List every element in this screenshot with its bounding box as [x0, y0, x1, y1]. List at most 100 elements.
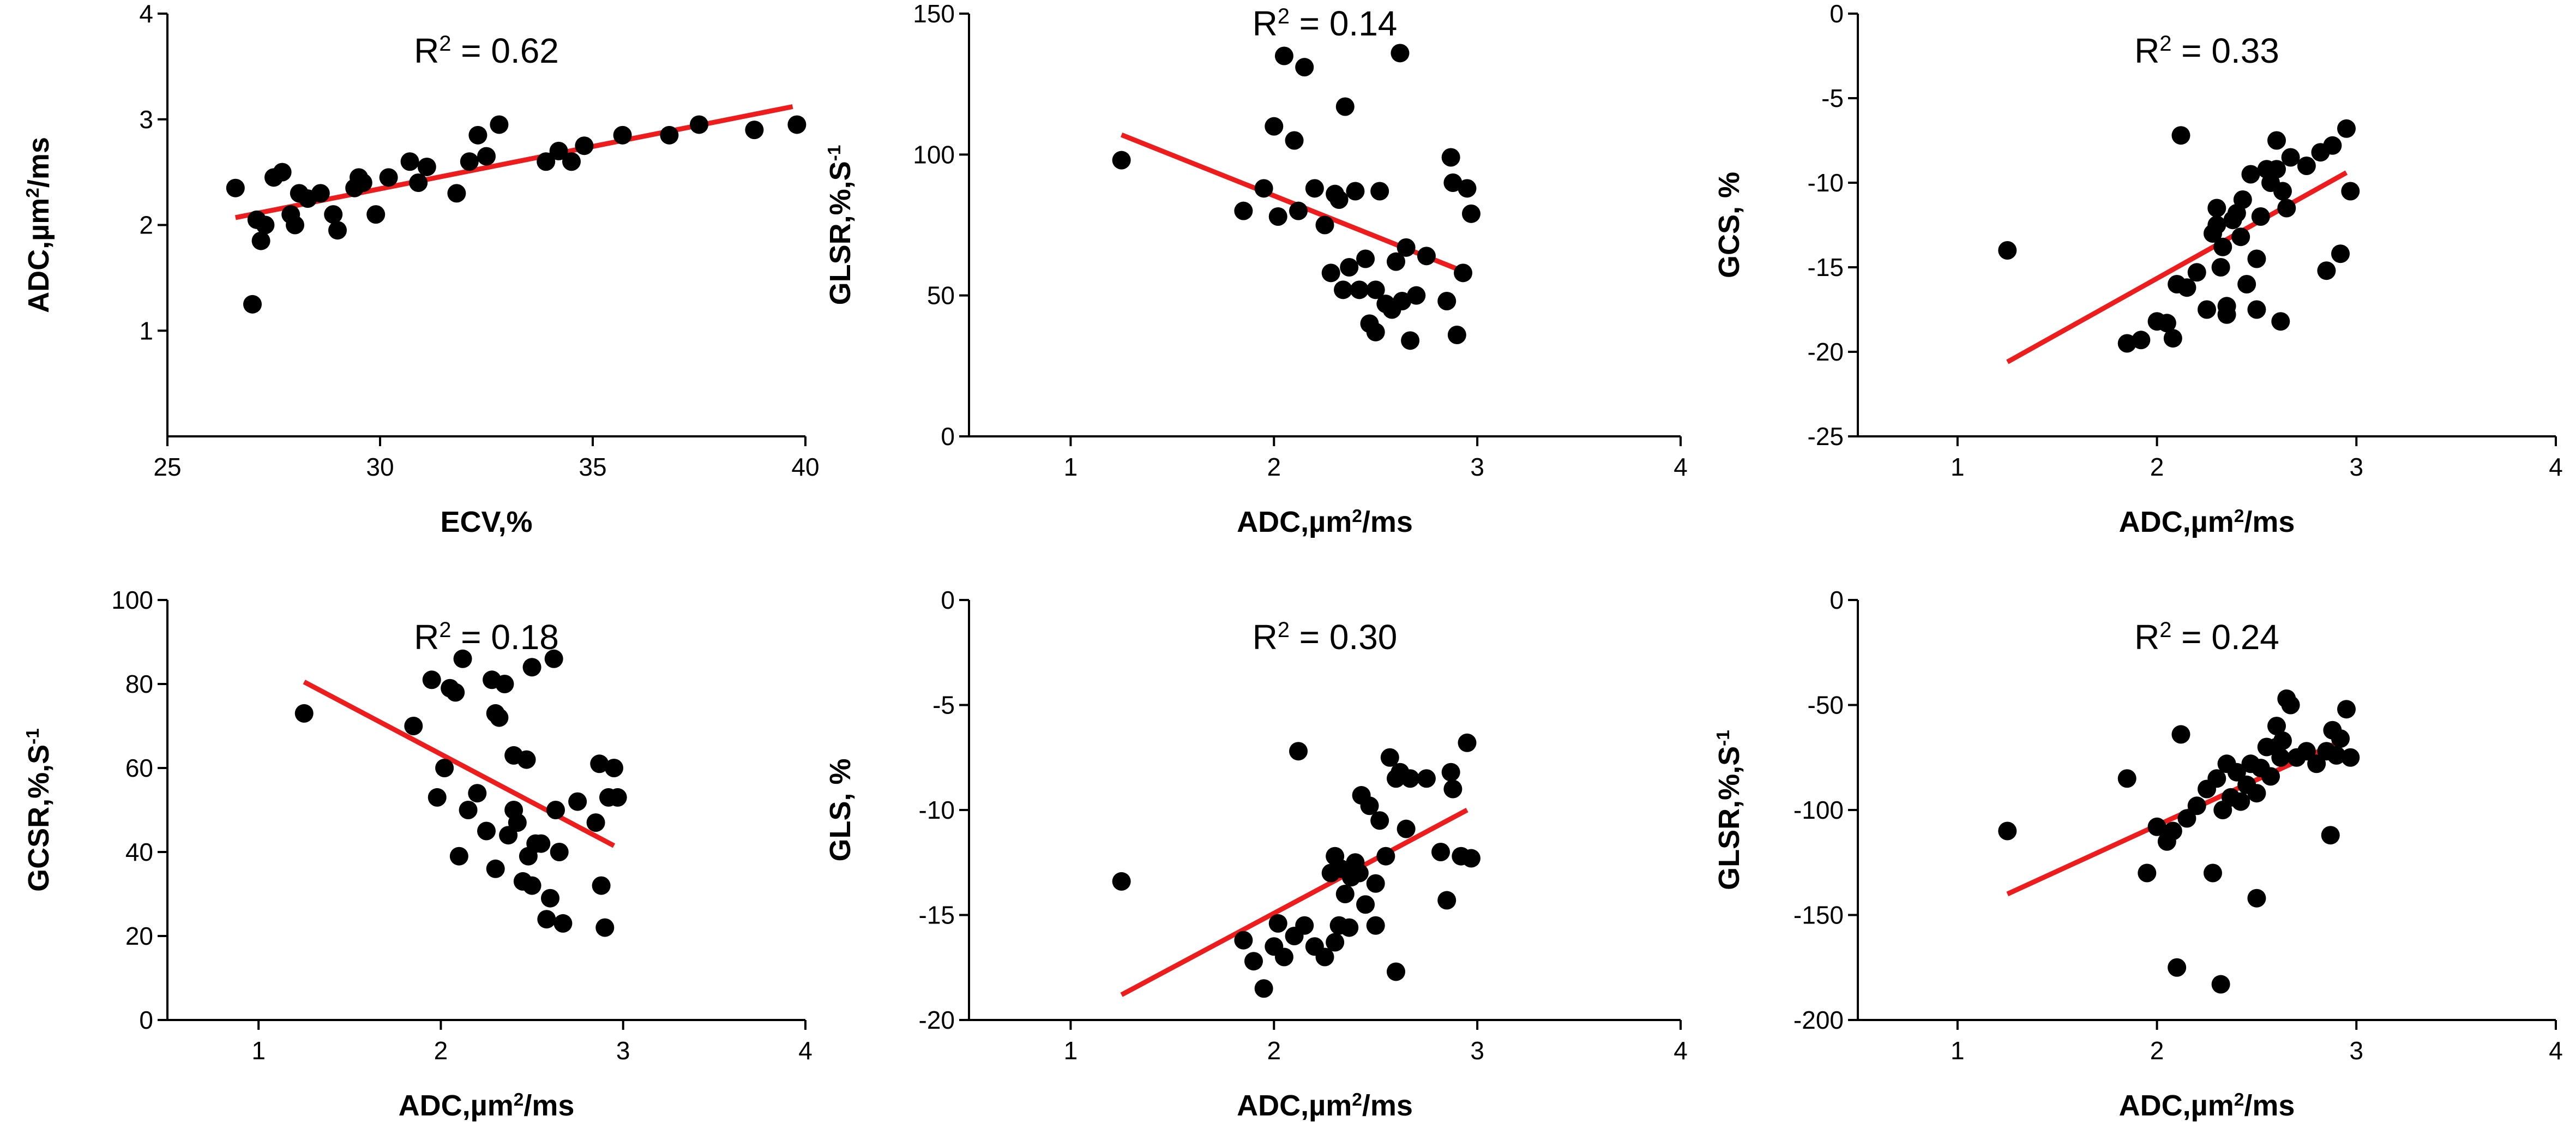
x-tick-label: 2 [1267, 1036, 1281, 1065]
x-tick-label: 1 [251, 1036, 266, 1065]
data-point [787, 115, 806, 134]
data-point [2168, 958, 2187, 977]
data-point [1315, 947, 1334, 967]
data-point [549, 141, 568, 160]
y-tick-label: -15 [1808, 253, 1844, 281]
data-point [586, 813, 605, 832]
x-tick-label: 4 [798, 1036, 812, 1065]
data-point [1366, 874, 1385, 893]
data-point [226, 178, 245, 197]
x-tick-label: 40 [791, 453, 819, 481]
data-point [2117, 334, 2136, 353]
data-point [256, 215, 275, 235]
data-point [595, 918, 615, 937]
x-axis-title: ADC,µm2/ms [399, 1089, 575, 1122]
data-point [1112, 151, 1131, 170]
data-point [1407, 286, 1426, 305]
data-point [447, 184, 466, 203]
data-point [2217, 305, 2236, 324]
data-point [568, 792, 587, 811]
data-point [1366, 280, 1385, 299]
data-point [1443, 173, 1462, 192]
data-point [2211, 258, 2230, 277]
x-tick-label: 2 [2150, 1036, 2164, 1065]
data-point [2207, 199, 2226, 218]
data-point [422, 670, 441, 689]
data-point [353, 173, 372, 192]
y-tick-label: 20 [125, 922, 153, 950]
data-point [468, 784, 487, 803]
data-point [453, 649, 472, 668]
data-point [1437, 891, 1456, 910]
data-point [1305, 179, 1324, 198]
data-point [522, 876, 541, 895]
data-point [1441, 763, 1460, 782]
data-point [1254, 979, 1273, 998]
data-point [1265, 117, 1284, 136]
data-point [2247, 300, 2266, 319]
r-squared-annotation: R2 = 0.24 [2134, 617, 2279, 657]
data-point [1360, 796, 1379, 815]
data-point [2163, 821, 2182, 841]
data-point [1289, 201, 1308, 220]
data-point [517, 750, 536, 769]
data-point [2251, 207, 2270, 226]
data-point [459, 801, 478, 819]
x-tick-label: 4 [2549, 453, 2563, 481]
data-point [286, 215, 304, 235]
data-point [2177, 809, 2196, 828]
data-point [2271, 748, 2290, 767]
scatter-panel-5: -20 -15 -10 -5 0 1 2 3 4 ADC,µm2/ms GLS, % R2 = 0.3… [824, 586, 1688, 1122]
data-point [1443, 779, 1462, 799]
data-point [2203, 863, 2222, 883]
data-point [2327, 746, 2346, 765]
data-point [460, 152, 479, 171]
data-point [468, 125, 487, 145]
r-squared-annotation: R2 = 0.18 [414, 617, 559, 657]
y-axis-title: GLSR,%,S-1 [1713, 730, 1746, 890]
data-point [2267, 717, 2286, 735]
x-tick-label: 35 [579, 453, 606, 481]
data-point [1454, 263, 1473, 283]
data-point [2187, 263, 2206, 282]
data-point [1329, 190, 1349, 209]
data-point [1397, 238, 1416, 257]
data-point [2247, 249, 2266, 268]
x-axis-title: ADC,µm2/ms [1237, 1089, 1413, 1122]
data-point [1340, 258, 1359, 277]
y-tick-label: -20 [1808, 338, 1844, 366]
data-point [2237, 275, 2256, 293]
data-point [2247, 784, 2266, 803]
scatter-panel-4: 0 20 40 60 80 100 1 2 3 4 ADC,µm2/ms GCSR,%,S-1 R2 =… [22, 586, 812, 1122]
y-axis-title: GLS, % [824, 758, 857, 861]
data-point [2323, 136, 2342, 155]
data-point [1274, 947, 1293, 967]
x-tick-label: 1 [1064, 453, 1078, 481]
data-point [1461, 204, 1480, 223]
data-point [613, 125, 632, 145]
data-point [2211, 975, 2230, 994]
x-tick-label: 3 [2349, 453, 2363, 481]
data-point [2132, 331, 2151, 350]
data-point [1998, 241, 2017, 260]
data-point [2147, 817, 2166, 836]
x-tick-label: 2 [1267, 453, 1281, 481]
y-tick-label: 80 [125, 670, 153, 698]
data-point [1356, 249, 1375, 268]
x-axis-title: ECV,% [440, 506, 532, 538]
data-point [1268, 914, 1287, 933]
x-tick-label: 30 [366, 453, 394, 481]
data-point [404, 717, 423, 735]
regression-line [2006, 736, 2348, 897]
r-squared-annotation: R2 = 0.30 [1253, 617, 1398, 657]
data-point [1417, 769, 1436, 788]
data-point [486, 859, 505, 878]
data-point [1340, 918, 1359, 937]
x-tick-label: 2 [434, 1036, 448, 1065]
data-point [251, 231, 270, 250]
y-tick-label: -5 [1821, 84, 1844, 112]
data-point [446, 683, 465, 702]
data-point [1315, 215, 1334, 235]
x-tick-label: 1 [1951, 453, 1965, 481]
